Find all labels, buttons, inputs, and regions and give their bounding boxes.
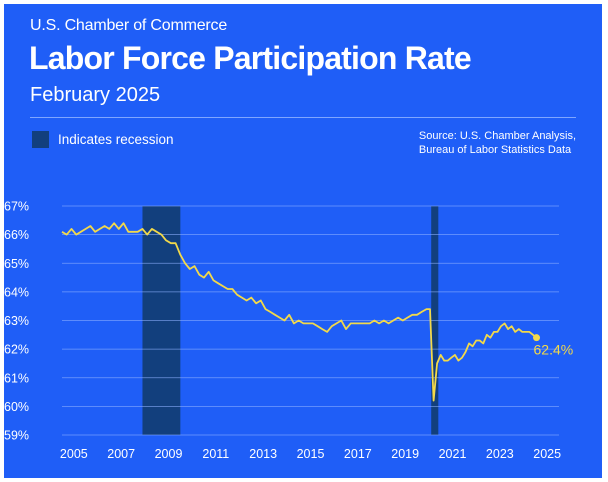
y-tick-label: 60% bbox=[4, 400, 29, 414]
chart-title: Labor Force Participation Rate bbox=[29, 40, 472, 76]
x-tick-label: 2019 bbox=[391, 447, 419, 461]
y-tick-label: 64% bbox=[4, 285, 29, 299]
org-name: U.S. Chamber of Commerce bbox=[30, 17, 228, 34]
y-tick-label: 66% bbox=[4, 228, 29, 242]
source-line-2: Bureau of Labor Statistics Data bbox=[418, 144, 572, 156]
y-tick-label: 67% bbox=[4, 200, 29, 214]
legend: Indicates recession bbox=[32, 131, 174, 148]
x-tick-label: 2005 bbox=[60, 447, 88, 461]
source-line-1: Source: U.S. Chamber Analysis, bbox=[418, 130, 576, 142]
legend-label: Indicates recession bbox=[58, 132, 174, 147]
x-tick-label: 2015 bbox=[297, 447, 325, 461]
y-tick-label: 65% bbox=[4, 257, 29, 271]
x-tick-label: 2013 bbox=[249, 447, 277, 461]
infographic-card: U.S. Chamber of Commerce Labor Force Par… bbox=[4, 4, 602, 478]
line-chart: 59% 60% 61% 62% 63% 64% 65% 66% 67% 2005 2007 2009 2… bbox=[4, 200, 574, 462]
x-tick-label: 2017 bbox=[344, 447, 372, 461]
y-tick-label: 59% bbox=[4, 429, 29, 443]
x-tick-label: 2023 bbox=[486, 447, 514, 461]
end-point-marker bbox=[533, 334, 541, 342]
x-tick-label: 2011 bbox=[202, 447, 229, 461]
source-note: Source: U.S. Chamber Analysis, Bureau of… bbox=[419, 129, 576, 157]
recession-swatch bbox=[32, 131, 49, 148]
x-tick-label: 2007 bbox=[107, 447, 135, 461]
chart-subtitle: February 2025 bbox=[30, 84, 161, 106]
x-tick-label: 2025 bbox=[533, 447, 561, 461]
y-tick-label: 63% bbox=[4, 314, 29, 328]
header-divider bbox=[30, 117, 576, 118]
x-tick-label: 2009 bbox=[155, 447, 183, 461]
y-tick-label: 62% bbox=[4, 343, 29, 357]
x-tick-label: 2021 bbox=[439, 447, 467, 461]
y-tick-label: 61% bbox=[4, 371, 29, 385]
end-value-label: 62.4% bbox=[534, 342, 574, 358]
series-line bbox=[61, 222, 538, 402]
